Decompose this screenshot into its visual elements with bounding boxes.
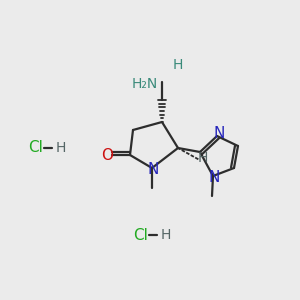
Text: H: H [198, 151, 208, 165]
Text: Cl: Cl [134, 227, 148, 242]
Text: O: O [101, 148, 113, 163]
Text: Cl: Cl [28, 140, 44, 155]
Text: H: H [173, 58, 183, 72]
Text: N: N [147, 161, 159, 176]
Text: H: H [56, 141, 66, 155]
Text: H: H [161, 228, 171, 242]
Text: H₂N: H₂N [132, 77, 158, 91]
Text: N: N [213, 127, 225, 142]
Text: N: N [208, 170, 220, 185]
